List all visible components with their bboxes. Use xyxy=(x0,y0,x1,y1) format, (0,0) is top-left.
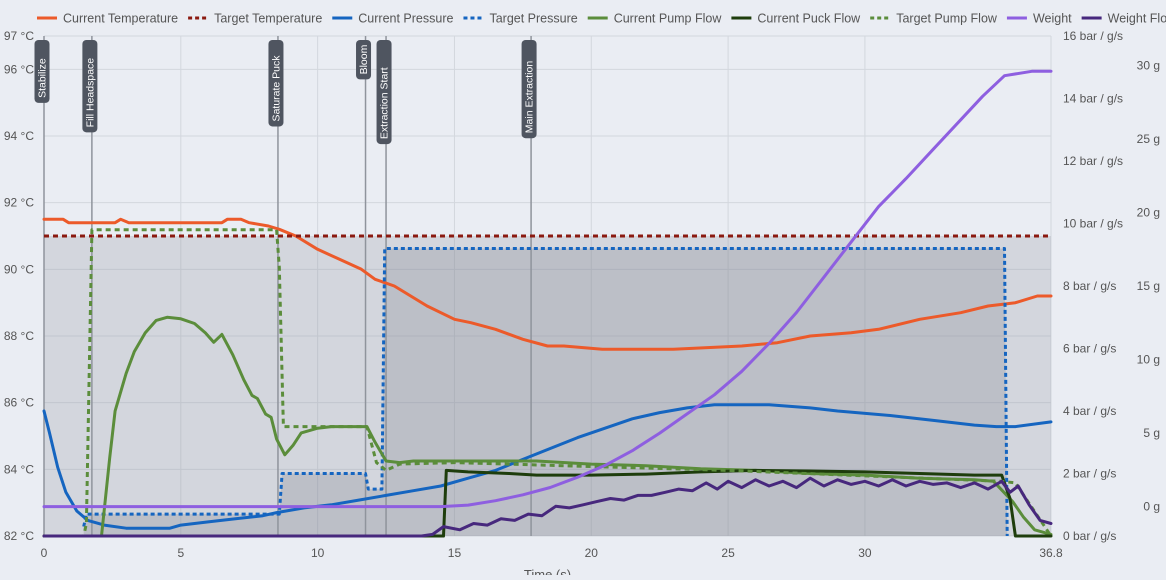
legend-item-weight[interactable]: Weight xyxy=(1006,12,1072,26)
legend-label: Weight Flow xyxy=(1108,12,1166,26)
phase-label-badge xyxy=(268,40,284,127)
legend-item-target-pump-flow[interactable]: Target Pump Flow xyxy=(870,12,998,26)
y-tick-label-pressure: 16 bar / g/s xyxy=(1063,29,1123,43)
series-line-current-pressure xyxy=(42,403,1053,530)
y-tick-label-temperature: 90 °C xyxy=(4,262,34,276)
target-temperature-fill xyxy=(44,236,1051,536)
phase-label-fill-headspace: Fill Headspace xyxy=(82,40,98,133)
phase-label-text: Extraction Start xyxy=(379,67,391,139)
legend-item-weight-flow[interactable]: Weight Flow xyxy=(1081,12,1166,26)
y-tick-label-temperature: 88 °C xyxy=(4,329,34,343)
y-tick-label-temperature: 82 °C xyxy=(4,529,34,543)
legend-label: Current Pump Flow xyxy=(614,12,723,26)
series-lines xyxy=(42,69,1053,538)
x-tick-label: 20 xyxy=(585,546,599,560)
x-tick-label: 30 xyxy=(858,546,872,560)
y-tick-label-pressure: 8 bar / g/s xyxy=(1063,279,1116,293)
phase-label-badge xyxy=(376,40,392,145)
series-line-target-pressure xyxy=(82,247,1009,537)
y-tick-label-pressure: 12 bar / g/s xyxy=(1063,154,1123,168)
x-tick-label: 5 xyxy=(177,546,184,560)
legend-item-target-pressure[interactable]: Target Pressure xyxy=(463,12,578,26)
phase-label-text: Saturate Puck xyxy=(270,55,282,122)
legend-item-target-temperature[interactable]: Target Temperature xyxy=(188,12,322,26)
legend-item-current-pump-flow[interactable]: Current Pump Flow xyxy=(587,12,723,26)
y-tick-label-pressure: 14 bar / g/s xyxy=(1063,92,1123,106)
target-area-fill xyxy=(44,236,1051,536)
phase-label-badge xyxy=(356,40,372,80)
y-tick-label-weight: 5 g xyxy=(1143,426,1160,440)
y-tick-label-pressure: 0 bar / g/s xyxy=(1063,529,1116,543)
y-tick-label-temperature: 92 °C xyxy=(4,196,34,210)
series-line-target-pump-flow xyxy=(44,228,1053,538)
x-axis-title: Time (s) xyxy=(524,567,571,575)
x-tick-label: 0 xyxy=(41,546,48,560)
phase-label-saturate-puck: Saturate Puck xyxy=(268,40,284,127)
x-tick-label: 10 xyxy=(311,546,325,560)
phase-label-badge xyxy=(521,40,537,139)
legend-label: Current Puck Flow xyxy=(757,12,861,26)
series-line-current-puck-flow xyxy=(42,468,1053,538)
target-pressure-fill xyxy=(83,248,1008,536)
x-tick-label: 36.8 xyxy=(1039,546,1063,560)
y-tick-label-pressure: 4 bar / g/s xyxy=(1063,404,1116,418)
phase-label-stabilize: Stabilize xyxy=(34,40,50,103)
plot-background xyxy=(44,36,1051,536)
x-tick-label: 25 xyxy=(721,546,735,560)
y-tick-label-temperature: 86 °C xyxy=(4,396,34,410)
y-tick-label-weight: 10 g xyxy=(1137,353,1160,367)
phase-label-bloom: Bloom xyxy=(356,40,372,80)
series-line-weight-flow xyxy=(42,476,1053,538)
legend-label: Current Pressure xyxy=(358,12,453,26)
y-tick-label-weight: 25 g xyxy=(1137,132,1160,146)
y-tick-label-weight: 0 g xyxy=(1143,500,1160,514)
series-line-weight xyxy=(42,69,1053,509)
y-tick-label-weight: 15 g xyxy=(1137,279,1160,293)
legend-item-current-puck-flow[interactable]: Current Puck Flow xyxy=(731,12,861,26)
legend-label: Current Temperature xyxy=(63,12,178,26)
phase-label-badge xyxy=(34,40,50,103)
y-tick-label-pressure: 6 bar / g/s xyxy=(1063,342,1116,356)
y-tick-label-pressure: 2 bar / g/s xyxy=(1063,467,1116,481)
y-tick-label-pressure: 10 bar / g/s xyxy=(1063,217,1123,231)
legend-label: Target Pressure xyxy=(489,12,577,26)
legend[interactable]: Current Temperature Target Temperature Cur… xyxy=(37,12,1166,26)
legend-item-current-temperature[interactable]: Current Temperature xyxy=(37,12,178,26)
y-tick-label-temperature: 96 °C xyxy=(4,62,34,76)
phase-label-text: Main Extraction xyxy=(524,61,536,134)
plot-area xyxy=(44,36,1051,536)
phase-label-text: Fill Headspace xyxy=(84,58,96,128)
y-tick-label-temperature: 84 °C xyxy=(4,462,34,476)
phase-label-extraction-start: Extraction Start xyxy=(376,40,392,145)
phase-label-text: Bloom xyxy=(358,44,370,74)
x-tick-label: 15 xyxy=(448,546,462,560)
legend-label: Target Temperature xyxy=(214,12,322,26)
axes: 82 °C 84 °C 86 °C 88 °C 90 °C 92 °C 94 °C 96 °C… xyxy=(4,29,1160,580)
legend-label: Target Pump Flow xyxy=(896,12,998,26)
y-tick-label-temperature: 94 °C xyxy=(4,129,34,143)
phase-label-main-extraction: Main Extraction xyxy=(521,40,537,139)
y-tick-label-weight: 30 g xyxy=(1137,58,1160,72)
series-line-current-temperature xyxy=(42,217,1053,351)
phase-label-text: Stabilize xyxy=(37,58,49,98)
legend-item-current-pressure[interactable]: Current Pressure xyxy=(332,12,454,26)
y-tick-label-weight: 20 g xyxy=(1137,205,1160,219)
y-tick-label-temperature: 97 °C xyxy=(4,29,34,43)
phase-label-badge xyxy=(82,40,98,133)
legend-label: Weight xyxy=(1033,12,1072,26)
